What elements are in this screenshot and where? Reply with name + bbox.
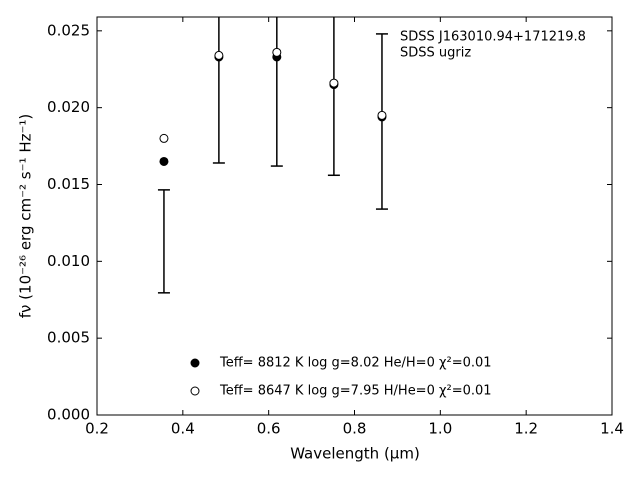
x-tick-label: 0.2 <box>85 420 109 438</box>
y-tick-label: 0.000 <box>47 406 90 424</box>
x-axis-label: Wavelength (μm) <box>290 445 420 463</box>
point <box>214 50 224 60</box>
legend-label: Teff= 8812 K log g=8.02 He/H=0 χ²=0.01 <box>219 356 492 371</box>
y-tick-label: 0.025 <box>47 21 90 39</box>
annotation: SDSS J163010.94+171219.8 <box>400 30 586 45</box>
point <box>329 78 339 88</box>
legend-label: Teff= 8647 K log g=7.95 H/He=0 χ²=0.01 <box>219 384 492 399</box>
y-tick-label: 0.015 <box>47 175 90 193</box>
y-tick-label: 0.005 <box>47 329 90 347</box>
x-tick-label: 1.0 <box>428 420 452 438</box>
annotation: SDSS ugriz <box>400 46 471 61</box>
x-tick-label: 0.4 <box>171 420 195 438</box>
x-tick-label: 1.2 <box>514 420 538 438</box>
x-tick-label: 0.6 <box>257 420 281 438</box>
point <box>272 47 282 57</box>
legend-marker <box>190 358 200 368</box>
x-tick-label: 0.8 <box>343 420 367 438</box>
point <box>377 110 387 120</box>
point <box>159 133 169 143</box>
y-axis-label: fν (10⁻²⁶ erg cm⁻² s⁻¹ Hz⁻¹) <box>17 114 35 319</box>
plot-area <box>157 17 388 294</box>
legend-marker <box>190 386 200 396</box>
y-tick-label: 0.020 <box>47 98 90 116</box>
point <box>159 156 169 166</box>
x-tick-label: 1.4 <box>600 420 624 438</box>
y-tick-label: 0.010 <box>47 252 90 270</box>
